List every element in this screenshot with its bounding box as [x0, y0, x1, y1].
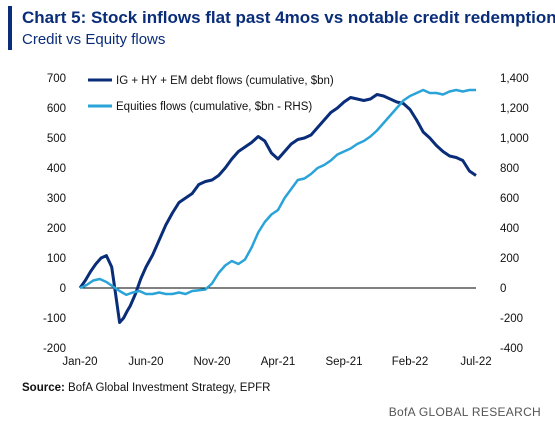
- y-left-tick-label: -200: [43, 343, 66, 355]
- chart-subtitle: Credit vs Equity flows: [22, 31, 166, 48]
- chart-title: Chart 5: Stock inflows flat past 4mos vs…: [22, 8, 555, 27]
- source-note: Source: BofA Global Investment Strategy,…: [22, 382, 270, 394]
- legend-label-equity: Equities flows (cumulative, $bn - RHS): [116, 101, 312, 113]
- x-tick-label: Jan-20: [62, 356, 97, 368]
- y-right-tick-label: 800: [500, 163, 519, 175]
- y-right-tick-label: 1,400: [500, 73, 529, 85]
- y-left-tick-label: -100: [43, 313, 66, 325]
- legend: IG + HY + EM debt flows (cumulative, $bn…: [88, 75, 334, 113]
- x-tick-label: Sep-21: [325, 356, 362, 368]
- series-line-debt-flows: [78, 93, 477, 324]
- series-line-equity-flows: [79, 88, 476, 297]
- y-right-tick-label: 0: [500, 283, 506, 295]
- y-left-tick-label: 300: [47, 193, 66, 205]
- y-right-tick-label: -200: [500, 313, 523, 325]
- y-axis-right: -400 -200 0 200 400 600 800 1,000 1,200 1,400: [500, 73, 529, 355]
- y-axis-left: -200 -100 0 100 200 300 400 500 600 700: [43, 73, 66, 355]
- y-right-tick-label: 600: [500, 193, 519, 205]
- y-right-tick-label: 1,200: [500, 103, 529, 115]
- y-left-tick-label: 100: [47, 253, 66, 265]
- x-tick-label: Feb-22: [392, 356, 428, 368]
- y-right-tick-label: 400: [500, 223, 519, 235]
- x-tick-label: Jun-20: [128, 356, 163, 368]
- x-tick-label: Nov-20: [193, 356, 230, 368]
- x-tick-label: Jul-22: [460, 356, 491, 368]
- y-left-tick-label: 700: [47, 73, 66, 85]
- x-tick-label: Apr-21: [261, 356, 296, 368]
- legend-label-debt: IG + HY + EM debt flows (cumulative, $bn…: [116, 75, 334, 87]
- y-right-tick-label: -400: [500, 343, 523, 355]
- x-axis: Jan-20 Jun-20 Nov-20 Apr-21 Sep-21 Feb-22 Jul-…: [62, 356, 491, 368]
- y-right-tick-label: 1,000: [500, 133, 529, 145]
- source-label: Source:: [22, 382, 65, 394]
- y-right-tick-label: 200: [500, 253, 519, 265]
- publisher-credit: BofA GLOBAL RESEARCH: [388, 405, 541, 419]
- y-left-tick-label: 500: [47, 133, 66, 145]
- y-left-tick-label: 0: [60, 283, 66, 295]
- source-text: BofA Global Investment Strategy, EPFR: [68, 382, 271, 394]
- y-left-tick-label: 400: [47, 163, 66, 175]
- title-accent-bar: [8, 6, 12, 50]
- y-left-tick-label: 200: [47, 223, 66, 235]
- y-left-tick-label: 600: [47, 103, 66, 115]
